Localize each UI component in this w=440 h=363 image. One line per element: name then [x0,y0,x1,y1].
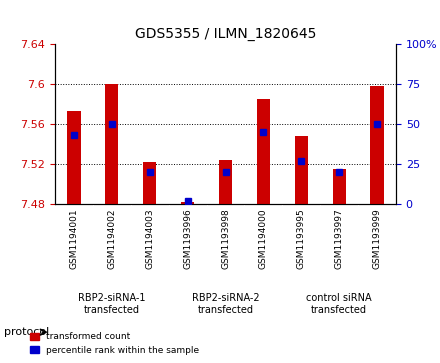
Text: GSM1194000: GSM1194000 [259,208,268,269]
Text: control siRNA
transfected: control siRNA transfected [306,293,372,315]
Legend: transformed count, percentile rank within the sample: transformed count, percentile rank withi… [26,329,203,359]
Text: GSM1193996: GSM1193996 [183,208,192,269]
Bar [105,84,118,204]
Title: GDS5355 / ILMN_1820645: GDS5355 / ILMN_1820645 [135,27,316,41]
Bar [181,202,194,204]
Text: GSM1194001: GSM1194001 [70,208,78,269]
Bar [67,111,81,204]
Bar [219,160,232,204]
Bar [257,99,270,204]
Text: GSM1193995: GSM1193995 [297,208,306,269]
Bar [295,136,308,204]
Text: protocol: protocol [4,327,50,337]
Bar [370,86,384,204]
Text: GSM1193998: GSM1193998 [221,208,230,269]
Text: GSM1193997: GSM1193997 [335,208,344,269]
Bar [333,169,346,204]
Bar [143,162,156,204]
Text: RBP2-siRNA-1
transfected: RBP2-siRNA-1 transfected [78,293,146,315]
Text: GSM1193999: GSM1193999 [373,208,381,269]
Text: RBP2-siRNA-2
transfected: RBP2-siRNA-2 transfected [192,293,259,315]
Text: GSM1194002: GSM1194002 [107,208,116,269]
Text: GSM1194003: GSM1194003 [145,208,154,269]
